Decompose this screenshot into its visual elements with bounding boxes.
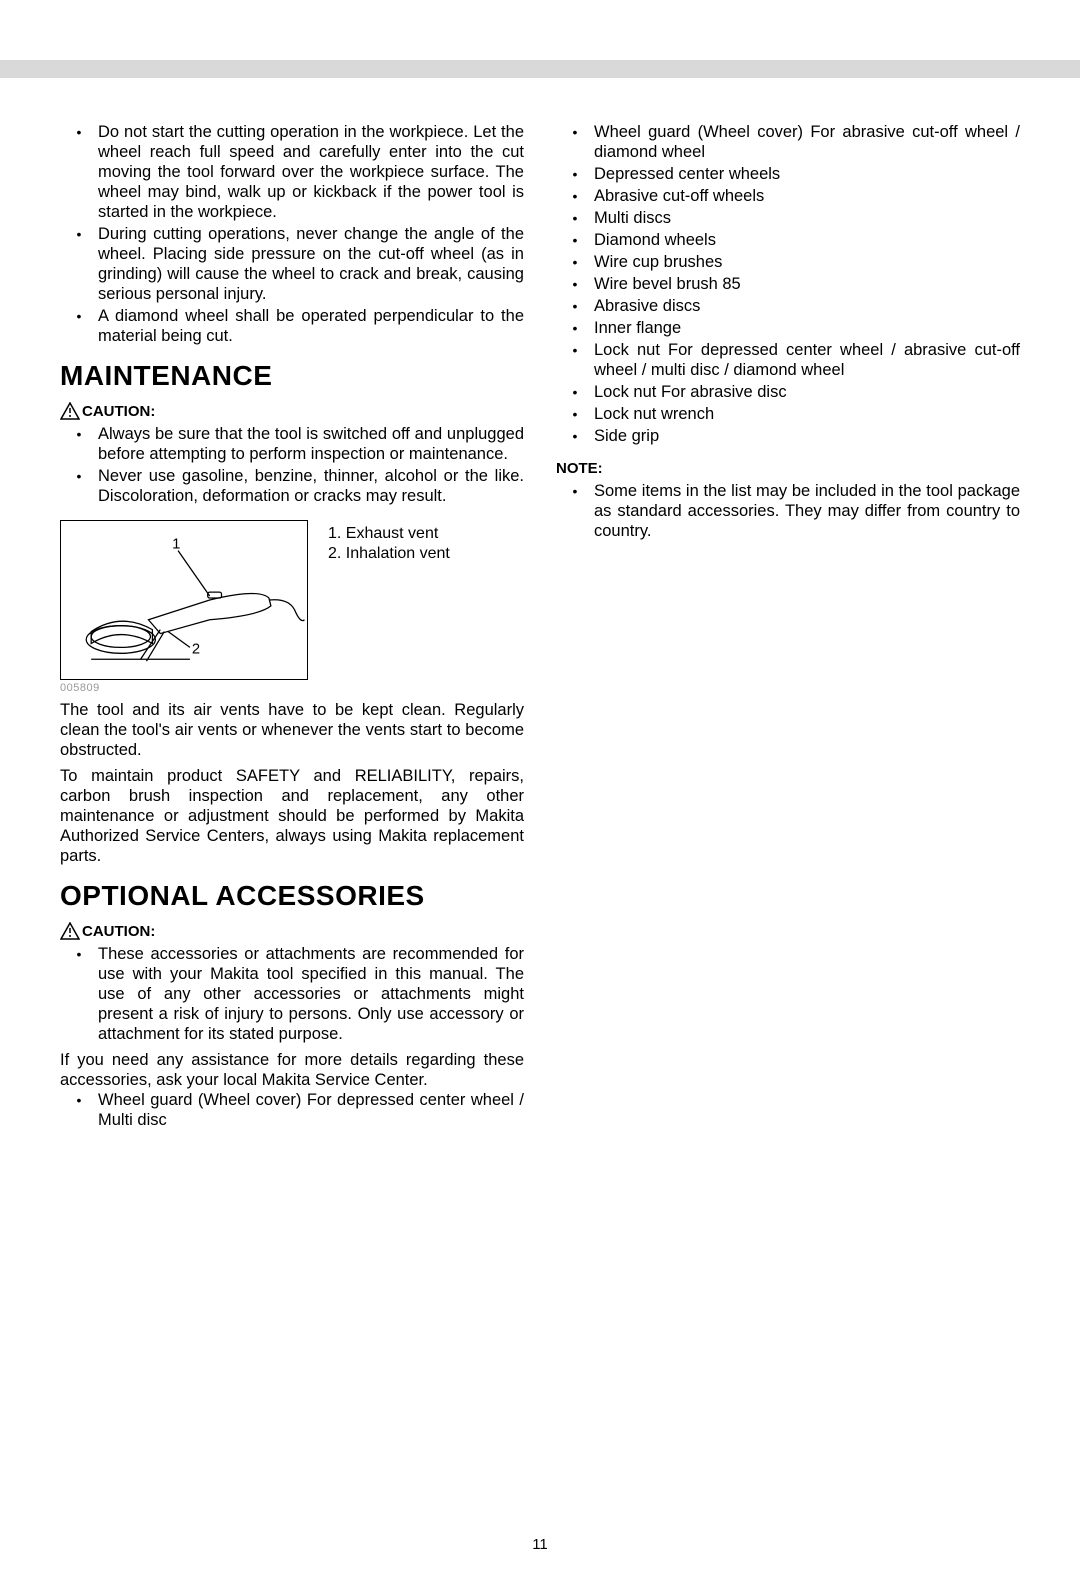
header-bar	[0, 60, 1080, 78]
legend-item: 2. Inhalation vent	[328, 544, 450, 564]
list-item: Lock nut For depressed center wheel / ab…	[556, 340, 1020, 380]
callout-2: 2	[192, 641, 200, 657]
list-item: Some items in the list may be included i…	[556, 481, 1020, 541]
list-text: Inner flange	[594, 318, 1020, 338]
list-item: Abrasive cut-off wheels	[556, 186, 1020, 206]
list-item: Inner flange	[556, 318, 1020, 338]
list-item: Multi discs	[556, 208, 1020, 228]
maintenance-bullets: Always be sure that the tool is switched…	[60, 424, 524, 506]
note-label: NOTE:	[556, 460, 1020, 477]
caution-text: CAUTION:	[82, 403, 155, 420]
right-column: Wheel guard (Wheel cover) For abrasive c…	[556, 122, 1020, 1132]
list-text: Wheel guard (Wheel cover) For abrasive c…	[594, 122, 1020, 162]
list-text: Depressed center wheels	[594, 164, 1020, 184]
list-text: Side grip	[594, 426, 1020, 446]
accessories-caution-bullets: These accessories or attachments are rec…	[60, 944, 524, 1044]
warning-icon	[60, 922, 80, 940]
caution-label: CAUTION:	[60, 402, 524, 420]
list-text: Diamond wheels	[594, 230, 1020, 250]
list-item: Never use gasoline, benzine, thinner, al…	[60, 466, 524, 506]
list-item: Do not start the cutting operation in th…	[60, 122, 524, 222]
maintenance-paragraph: The tool and its air vents have to be ke…	[60, 700, 524, 760]
list-text: Do not start the cutting operation in th…	[98, 122, 524, 222]
list-text: Lock nut wrench	[594, 404, 1020, 424]
list-text: Always be sure that the tool is switched…	[98, 424, 524, 464]
list-item: Abrasive discs	[556, 296, 1020, 316]
page-number: 11	[0, 1536, 1080, 1553]
caution-label: CAUTION:	[60, 922, 524, 940]
maintenance-heading: MAINTENANCE	[60, 360, 524, 392]
legend-item: 1. Exhaust vent	[328, 524, 450, 544]
list-text: During cutting operations, never change …	[98, 224, 524, 304]
list-item: Side grip	[556, 426, 1020, 446]
list-text: Abrasive cut-off wheels	[594, 186, 1020, 206]
figure-container: 1 2 005809	[60, 520, 308, 694]
list-item: A diamond wheel shall be operated perpen…	[60, 306, 524, 346]
maintenance-paragraph: To maintain product SAFETY and RELIABILI…	[60, 766, 524, 866]
list-text: Wire bevel brush 85	[594, 274, 1020, 294]
two-column-layout: Do not start the cutting operation in th…	[0, 78, 1080, 1132]
warning-icon	[60, 402, 80, 420]
list-text: Multi discs	[594, 208, 1020, 228]
manual-page: Do not start the cutting operation in th…	[0, 60, 1080, 1589]
list-item: Wire bevel brush 85	[556, 274, 1020, 294]
cutting-bullets: Do not start the cutting operation in th…	[60, 122, 524, 346]
accessories-heading: OPTIONAL ACCESSORIES	[60, 880, 524, 912]
list-text: Wire cup brushes	[594, 252, 1020, 272]
figure-code: 005809	[60, 682, 308, 694]
list-text: Some items in the list may be included i…	[594, 481, 1020, 541]
list-item: These accessories or attachments are rec…	[60, 944, 524, 1044]
figure-legend: 1. Exhaust vent 2. Inhalation vent	[328, 520, 450, 564]
list-text: Lock nut For depressed center wheel / ab…	[594, 340, 1020, 380]
list-item: Wheel guard (Wheel cover) For depressed …	[60, 1090, 524, 1130]
accessories-bottom-bullets: Wheel guard (Wheel cover) For depressed …	[60, 1090, 524, 1130]
list-item: Depressed center wheels	[556, 164, 1020, 184]
list-text: Abrasive discs	[594, 296, 1020, 316]
list-item: During cutting operations, never change …	[60, 224, 524, 304]
list-text: A diamond wheel shall be operated perpen…	[98, 306, 524, 346]
accessory-list: Wheel guard (Wheel cover) For abrasive c…	[556, 122, 1020, 446]
list-text: These accessories or attachments are rec…	[98, 944, 524, 1044]
list-text: Wheel guard (Wheel cover) For depressed …	[98, 1090, 524, 1130]
left-column: Do not start the cutting operation in th…	[60, 122, 524, 1132]
list-item: Wire cup brushes	[556, 252, 1020, 272]
list-text: Lock nut For abrasive disc	[594, 382, 1020, 402]
note-bullets: Some items in the list may be included i…	[556, 481, 1020, 541]
figure-row: 1 2 005809 1. Exhaust vent 2. Inhalation…	[60, 520, 524, 694]
accessories-paragraph: If you need any assistance for more deta…	[60, 1050, 524, 1090]
list-item: Always be sure that the tool is switched…	[60, 424, 524, 464]
figure-box: 1 2	[60, 520, 308, 680]
list-item: Wheel guard (Wheel cover) For abrasive c…	[556, 122, 1020, 162]
list-item: Lock nut For abrasive disc	[556, 382, 1020, 402]
list-item: Diamond wheels	[556, 230, 1020, 250]
grinder-illustration: 1 2	[61, 521, 307, 679]
list-text: Never use gasoline, benzine, thinner, al…	[98, 466, 524, 506]
caution-text: CAUTION:	[82, 923, 155, 940]
callout-1: 1	[172, 537, 180, 553]
list-item: Lock nut wrench	[556, 404, 1020, 424]
